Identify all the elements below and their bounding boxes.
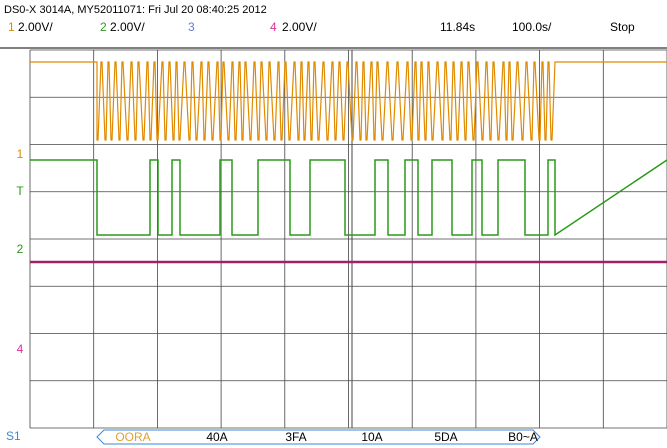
waveforms xyxy=(30,61,667,264)
grid xyxy=(29,49,667,429)
channel-number: 2 xyxy=(100,20,107,34)
channel-number: 1 xyxy=(8,20,15,34)
channel-number: 4 xyxy=(270,20,277,34)
decode-value: 3FA xyxy=(285,430,306,444)
title: DS0-X 3014A, MY52011071: Fri Jul 20 08:4… xyxy=(4,4,267,16)
channel-number: 3 xyxy=(188,20,195,34)
decode-label: S1 xyxy=(6,429,21,443)
timebase: 100.0s/ xyxy=(512,20,552,34)
channel-scale: 2.00V/ xyxy=(110,20,145,34)
decode-value: B0~A xyxy=(508,430,538,444)
channel-marker: 1 xyxy=(17,147,24,161)
channel-marker: 2 xyxy=(17,242,24,256)
delay: 11.84s xyxy=(440,20,475,34)
status: Stop xyxy=(610,20,635,34)
decode-value: 5DA xyxy=(434,430,457,444)
channel-marker: T xyxy=(16,184,24,198)
decode-value: OORA xyxy=(115,430,150,444)
channel-scale: 2.00V/ xyxy=(18,20,53,34)
ch2-trace xyxy=(30,159,667,237)
decode-bus xyxy=(96,429,541,445)
channel-scale: 2.00V/ xyxy=(282,20,317,34)
decode-value: 10A xyxy=(361,430,382,444)
ch1-trace xyxy=(30,61,667,141)
channel-marker: 4 xyxy=(17,342,24,356)
decode-value: 40A xyxy=(206,430,227,444)
